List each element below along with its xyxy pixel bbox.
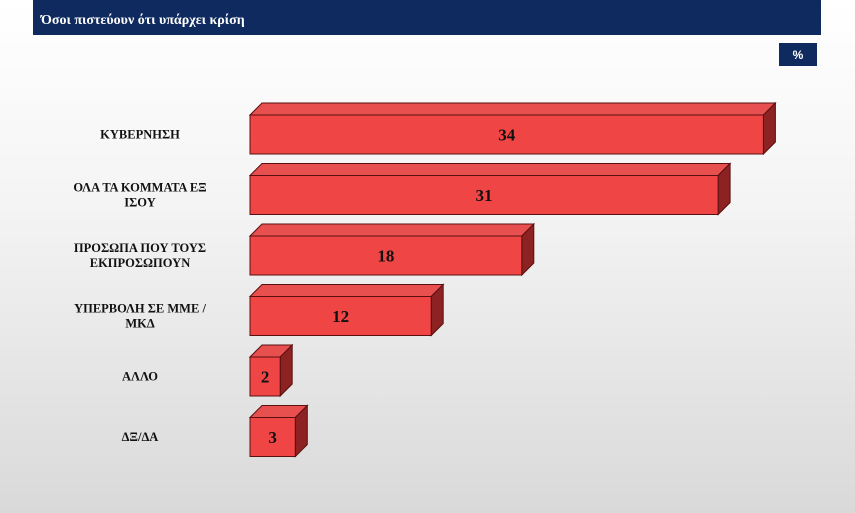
- category-label: ΟΛΑ ΤΑ ΚΟΜΜΑΤΑ ΕΞ ΙΣΟΥ: [73, 181, 206, 210]
- bar-top-face: [248, 223, 536, 237]
- data-label: 3: [268, 428, 277, 447]
- bar-top-face: [248, 163, 732, 176]
- category-label: ΚΥΒΕΡΝΗΣΗ: [100, 128, 180, 142]
- category-labels-group: ΚΥΒΕΡΝΗΣΗ ΟΛΑ ΤΑ ΚΟΜΜΑΤΑ ΕΞ ΙΣΟΥ ΠΡΟΣΩΠΑ ΠΟ…: [73, 128, 206, 445]
- data-label: 34: [498, 126, 516, 145]
- category-label: ΠΡΟΣΩΠΑ ΠΟΥ ΤΟΥΣ ΕΚΠΡΟΣΩΠΟΥΝ: [74, 241, 206, 270]
- unit-badge: %: [779, 43, 817, 66]
- bar-top-face: [248, 102, 777, 116]
- data-label: 18: [377, 247, 394, 266]
- bar-top-face: [248, 284, 445, 297]
- category-label: ΑΛΛΟ: [122, 370, 158, 384]
- bar-front-face: [249, 235, 523, 276]
- data-label: 2: [261, 368, 270, 387]
- chart-title-line2: Όσοι πιστεύουν ότι υπάρχει κρίση: [41, 13, 245, 28]
- bar-front-face: [249, 296, 432, 336]
- chart-header: Όσοι πιστεύουν ότι υπάρχει κρίση: [33, 0, 821, 35]
- category-label: ΔΞ/ΔΑ: [122, 430, 159, 444]
- bar-front-face: [249, 175, 719, 215]
- bars-group: 34 31 18 12 2 3: [248, 101, 777, 458]
- data-label: 31: [476, 186, 493, 205]
- bar: 2: [248, 343, 294, 398]
- bar: 3: [248, 404, 309, 458]
- bar: 18: [248, 222, 536, 277]
- bar-front-face: [249, 114, 764, 155]
- bar-front-face: [249, 356, 281, 397]
- bar: 31: [248, 162, 732, 216]
- bar-front-face: [249, 417, 296, 457]
- bar: 12: [248, 283, 445, 337]
- data-label: 12: [332, 307, 349, 326]
- bar: 34: [248, 101, 777, 156]
- category-label: ΥΠΕΡΒΟΛΗ ΣΕ ΜΜΕ / ΜΚΔ: [74, 302, 206, 331]
